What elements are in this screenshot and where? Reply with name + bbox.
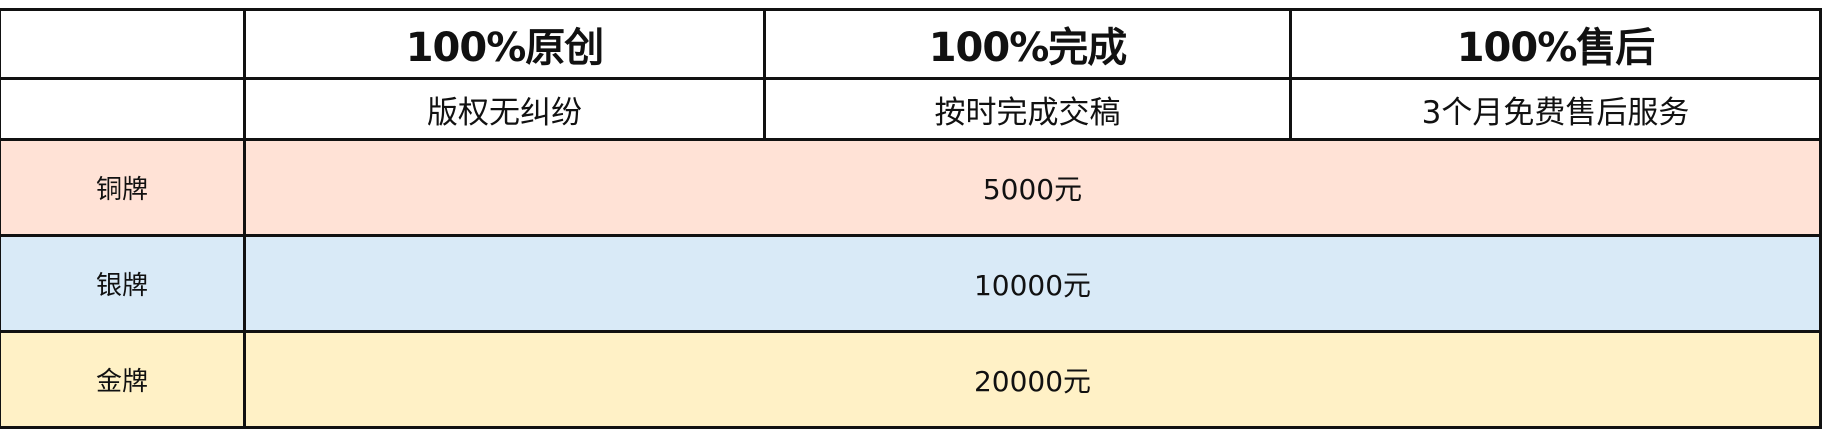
empty-corner-cell [0,77,246,141]
tier-row-silver: 银牌 10000元 [0,234,1822,333]
feature-subtitle-row: 版权无纠纷 按时完成交稿 3个月免费售后服务 [0,77,1822,141]
empty-corner-cell [0,8,246,80]
tier-name: 银牌 [0,234,246,333]
feature-subtitle-original: 版权无纠纷 [243,77,766,141]
tier-row-bronze: 铜牌 5000元 [0,138,1822,237]
tier-price: 5000元 [243,138,1822,237]
pricing-table: 100%原创 100%完成 100%售后 版权无纠纷 按时完成交稿 3个月免费售… [0,8,1822,429]
feature-title-row: 100%原创 100%完成 100%售后 [0,8,1822,80]
feature-title-completion: 100%完成 [763,8,1292,80]
tier-row-gold: 金牌 20000元 [0,330,1822,429]
tier-price: 10000元 [243,234,1822,333]
feature-title-aftersales: 100%售后 [1289,8,1822,80]
feature-title-original: 100%原创 [243,8,766,80]
tier-name: 金牌 [0,330,246,429]
feature-subtitle-completion: 按时完成交稿 [763,77,1292,141]
feature-subtitle-aftersales: 3个月免费售后服务 [1289,77,1822,141]
tier-price: 20000元 [243,330,1822,429]
tier-name: 铜牌 [0,138,246,237]
